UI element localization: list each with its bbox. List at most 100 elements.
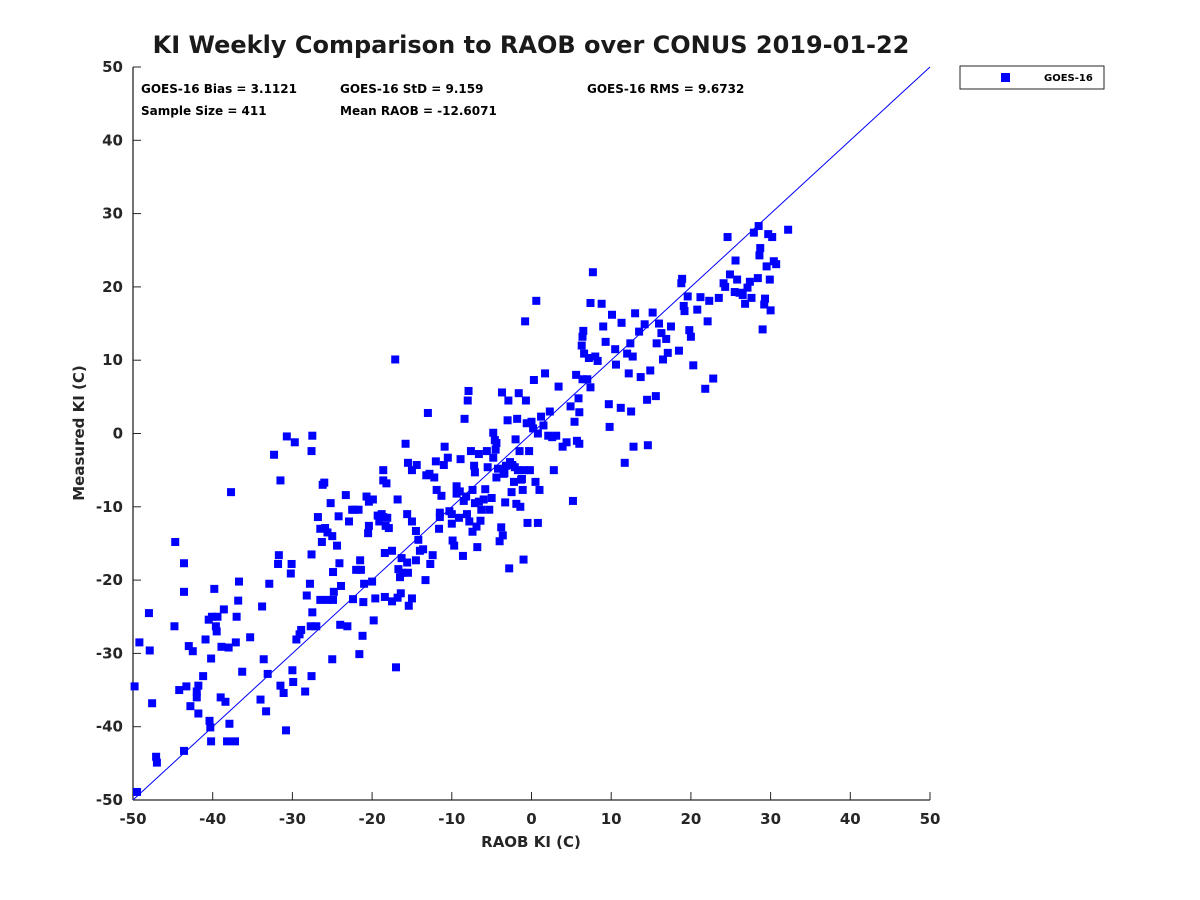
data-point xyxy=(219,605,228,614)
data-point xyxy=(758,325,767,334)
data-point xyxy=(334,512,343,521)
data-point xyxy=(216,693,225,702)
x-tick-label: -10 xyxy=(438,810,465,828)
data-point xyxy=(456,455,465,464)
data-point xyxy=(450,541,459,550)
data-point xyxy=(447,510,456,519)
data-point xyxy=(317,537,326,546)
data-point xyxy=(391,355,400,364)
data-point xyxy=(574,394,583,403)
data-point xyxy=(329,568,338,577)
data-point xyxy=(674,346,683,355)
legend-label: GOES-16 xyxy=(1044,73,1093,84)
data-point xyxy=(693,305,702,314)
data-point xyxy=(685,326,694,335)
data-point xyxy=(529,424,538,433)
data-point xyxy=(485,505,494,514)
data-point xyxy=(175,686,184,695)
data-point xyxy=(463,396,472,405)
data-point xyxy=(360,579,369,588)
data-point xyxy=(302,591,311,600)
data-point xyxy=(231,737,240,746)
data-point xyxy=(620,458,629,467)
data-point xyxy=(393,495,402,504)
data-point xyxy=(481,485,490,494)
y-tick-label: -50 xyxy=(96,791,123,809)
data-point xyxy=(411,556,420,565)
data-point xyxy=(207,737,216,746)
data-point xyxy=(489,428,498,437)
x-tick-label: -30 xyxy=(279,810,306,828)
data-point xyxy=(307,447,316,456)
data-point xyxy=(646,366,655,375)
data-point xyxy=(629,442,638,451)
data-point xyxy=(223,737,232,746)
data-point xyxy=(617,318,626,327)
data-point xyxy=(238,667,247,676)
data-point xyxy=(628,352,637,361)
data-point xyxy=(498,388,507,397)
data-point xyxy=(184,642,193,651)
data-point xyxy=(491,445,500,454)
data-point xyxy=(525,466,534,475)
data-point xyxy=(760,300,769,309)
data-point xyxy=(344,517,353,526)
data-point xyxy=(683,292,692,301)
y-tick-label: -20 xyxy=(96,571,123,589)
data-point xyxy=(489,453,498,462)
data-point xyxy=(473,543,482,552)
data-point xyxy=(513,466,522,475)
data-point xyxy=(256,695,265,704)
data-point xyxy=(500,469,509,478)
data-point xyxy=(396,589,405,598)
data-point xyxy=(458,551,467,560)
data-point xyxy=(513,414,522,423)
data-point xyxy=(616,403,625,412)
data-point xyxy=(626,339,635,348)
data-point xyxy=(631,309,640,318)
data-point xyxy=(535,485,544,494)
data-point xyxy=(466,447,475,456)
data-point xyxy=(358,631,367,640)
data-point xyxy=(403,510,412,519)
data-point xyxy=(492,439,501,448)
data-point xyxy=(259,655,268,664)
data-point xyxy=(738,290,747,299)
data-point xyxy=(227,488,236,497)
data-point xyxy=(521,317,530,326)
data-point xyxy=(395,573,404,582)
data-point xyxy=(221,697,230,706)
data-point xyxy=(313,513,322,522)
data-point xyxy=(192,693,201,702)
data-point xyxy=(677,279,686,288)
data-point xyxy=(663,348,672,357)
x-tick-label: 40 xyxy=(840,810,861,828)
data-point xyxy=(364,529,373,538)
data-point xyxy=(375,517,384,526)
data-point xyxy=(741,299,750,308)
data-point xyxy=(772,260,781,269)
data-point xyxy=(583,375,592,384)
data-point xyxy=(725,270,734,279)
data-point xyxy=(407,517,416,526)
data-point xyxy=(703,317,712,326)
stat-mean-raob: Mean RAOB = -12.6071 xyxy=(340,104,497,118)
data-point xyxy=(578,375,587,384)
data-point xyxy=(462,492,471,501)
legend-box xyxy=(959,65,1105,90)
data-point xyxy=(652,339,661,348)
data-point xyxy=(686,332,695,341)
data-point xyxy=(495,537,504,546)
data-point xyxy=(580,349,589,358)
data-point xyxy=(369,616,378,625)
data-point xyxy=(207,612,216,621)
data-point xyxy=(186,702,195,711)
data-point xyxy=(263,669,272,678)
one-to-one-line xyxy=(132,66,931,801)
data-point xyxy=(468,527,477,536)
data-point xyxy=(392,663,401,672)
data-point xyxy=(388,597,397,606)
data-point xyxy=(745,277,754,286)
data-point xyxy=(447,519,456,528)
data-point xyxy=(152,758,161,767)
